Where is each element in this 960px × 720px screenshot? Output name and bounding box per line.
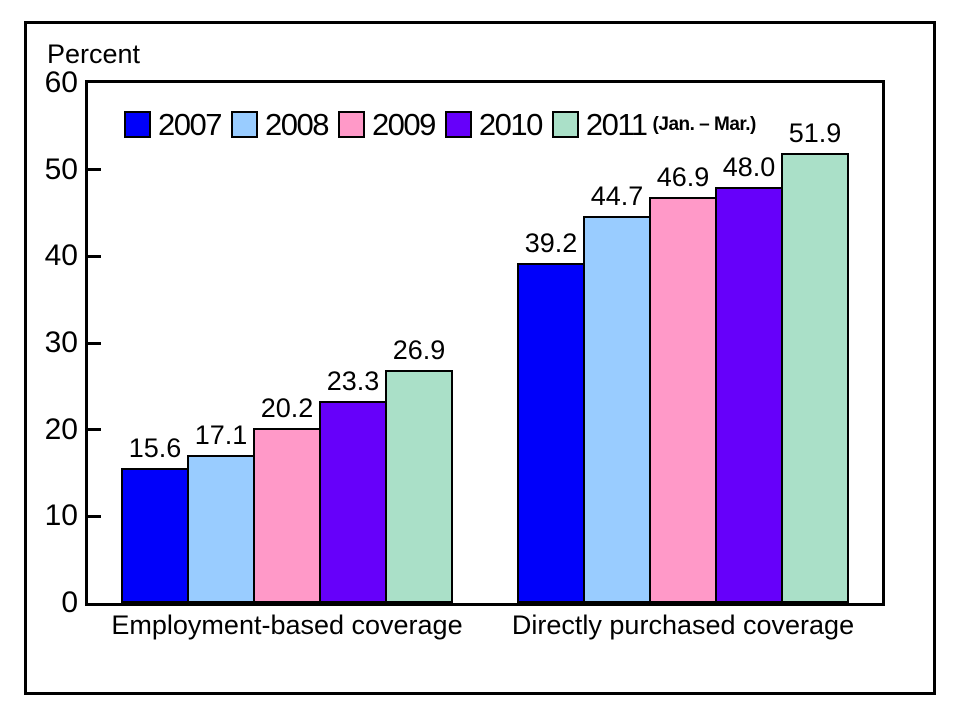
y-tick-label-30: 30	[44, 326, 78, 359]
y-tick-mark-20	[88, 428, 101, 432]
bar-value-label-2007-group1: 15.6	[128, 432, 182, 463]
y-tick-mark-10	[88, 514, 101, 518]
y-axis-title: Percent	[47, 39, 141, 69]
x-category-label-group2: Directly purchased coverage	[511, 610, 855, 640]
legend-label-2008: 2008	[264, 107, 329, 142]
figure-border	[24, 21, 936, 695]
bar-2009-group1	[253, 427, 321, 603]
bar-value-label-2010-group2: 48.0	[722, 152, 776, 182]
legend-label-2011: 2011	[585, 107, 648, 142]
plot-area: 2007 2008 2009 2010 2011 (Jan. – Mar.) 15.6 17…	[85, 80, 885, 606]
legend-label-2010: 2010	[478, 107, 543, 142]
bar-value-label-2009-group1: 20.2	[260, 392, 314, 423]
legend-item-2008: 2008	[230, 107, 329, 142]
bar-2007-group2	[517, 263, 585, 603]
bar-2007-group1	[121, 467, 189, 603]
legend-item-2010: 2010	[444, 107, 543, 142]
y-tick-label-40: 40	[44, 239, 78, 273]
bar-2009-group2	[649, 196, 717, 603]
bar-2011-group1	[385, 369, 453, 603]
y-tick-mark-30	[88, 341, 101, 345]
bar-2010-group1	[319, 401, 387, 603]
y-tick-mark-40	[88, 254, 101, 258]
y-tick-label-20: 20	[44, 412, 78, 446]
bar-value-label-2011-group2: 51.9	[788, 118, 842, 149]
bar-value-label-2008-group2: 44.7	[590, 180, 644, 211]
legend-swatch-2011	[551, 111, 579, 138]
y-tick-label-0: 0	[61, 586, 78, 619]
bar-2008-group1	[187, 454, 255, 603]
legend-swatch-2010	[444, 111, 472, 138]
legend-label-2009: 2009	[371, 107, 436, 142]
x-category-label-group1: Employment-based coverage	[111, 610, 463, 640]
bar-value-label-2010-group1: 23.3	[326, 366, 380, 397]
y-tick-label-10: 10	[44, 499, 78, 533]
bar-2010-group2	[715, 187, 783, 603]
bar-value-label-2007-group2: 39.2	[524, 228, 578, 259]
legend-item-2011: 2011 (Jan. – Mar.)	[551, 107, 757, 142]
legend-swatch-2009	[337, 111, 365, 138]
legend-item-2007: 2007	[124, 107, 222, 142]
legend-swatch-2007	[124, 111, 151, 138]
bar-2008-group2	[583, 215, 651, 603]
legend-label-suffix-2011: (Jan. – Mar.)	[652, 114, 757, 135]
y-tick-mark-50	[88, 168, 101, 172]
legend: 2007 2008 2009 2010 2011 (Jan. – Mar.)	[124, 109, 766, 140]
bar-value-label-2008-group1: 17.1	[194, 419, 248, 450]
y-tick-label-50: 50	[44, 152, 78, 186]
legend-label-2007: 2007	[158, 107, 222, 142]
legend-item-2009: 2009	[337, 107, 436, 142]
bar-value-label-2011-group1: 26.9	[392, 334, 446, 365]
legend-swatch-2008	[230, 111, 258, 138]
y-tick-label-60: 60	[44, 66, 78, 99]
bar-2011-group2	[781, 153, 849, 603]
bar-value-label-2009-group2: 46.9	[656, 161, 710, 192]
